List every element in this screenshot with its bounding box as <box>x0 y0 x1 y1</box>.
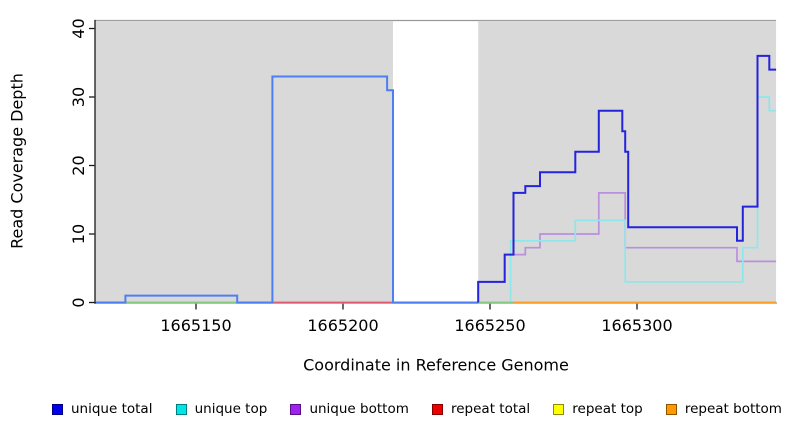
legend-item-repeat-bottom: repeat bottom <box>665 401 782 417</box>
svg-text:10: 10 <box>69 224 88 244</box>
legend-item-unique-total: unique total <box>52 401 152 417</box>
legend-label: unique top <box>194 401 268 417</box>
legend-swatch-unique-total <box>52 403 63 415</box>
legend-item-unique-top: unique top <box>175 401 268 417</box>
svg-text:30: 30 <box>69 87 88 107</box>
legend: unique total unique top unique bottom re… <box>52 401 782 417</box>
svg-text:1665250: 1665250 <box>454 316 525 335</box>
svg-text:0: 0 <box>69 297 88 307</box>
legend-label: unique bottom <box>309 401 409 417</box>
legend-swatch-unique-bottom <box>290 403 302 415</box>
legend-item-repeat-total: repeat total <box>431 401 531 417</box>
svg-text:20: 20 <box>69 155 88 175</box>
svg-text:40: 40 <box>69 18 88 38</box>
svg-text:1665200: 1665200 <box>307 316 378 335</box>
legend-item-unique-bottom: unique bottom <box>290 401 409 417</box>
legend-swatch-repeat-top <box>553 403 565 415</box>
legend-swatch-repeat-total <box>431 403 443 415</box>
svg-text:1665300: 1665300 <box>601 316 672 335</box>
legend-label: unique total <box>71 401 153 417</box>
legend-swatch-repeat-bottom <box>665 403 677 415</box>
legend-swatch-unique-top <box>175 403 187 415</box>
y-axis-title: Read Coverage Depth <box>7 73 27 249</box>
legend-label: repeat top <box>572 401 643 417</box>
x-axis-title: Coordinate in Reference Genome <box>303 355 569 375</box>
legend-item-repeat-top: repeat top <box>553 401 643 417</box>
plot-canvas: 1665150 1665200 1665250 1665300 0 10 20 30 40 <box>69 18 777 335</box>
legend-label: repeat total <box>450 401 531 417</box>
legend-label: repeat bottom <box>684 401 782 417</box>
svg-text:1665150: 1665150 <box>160 316 231 335</box>
